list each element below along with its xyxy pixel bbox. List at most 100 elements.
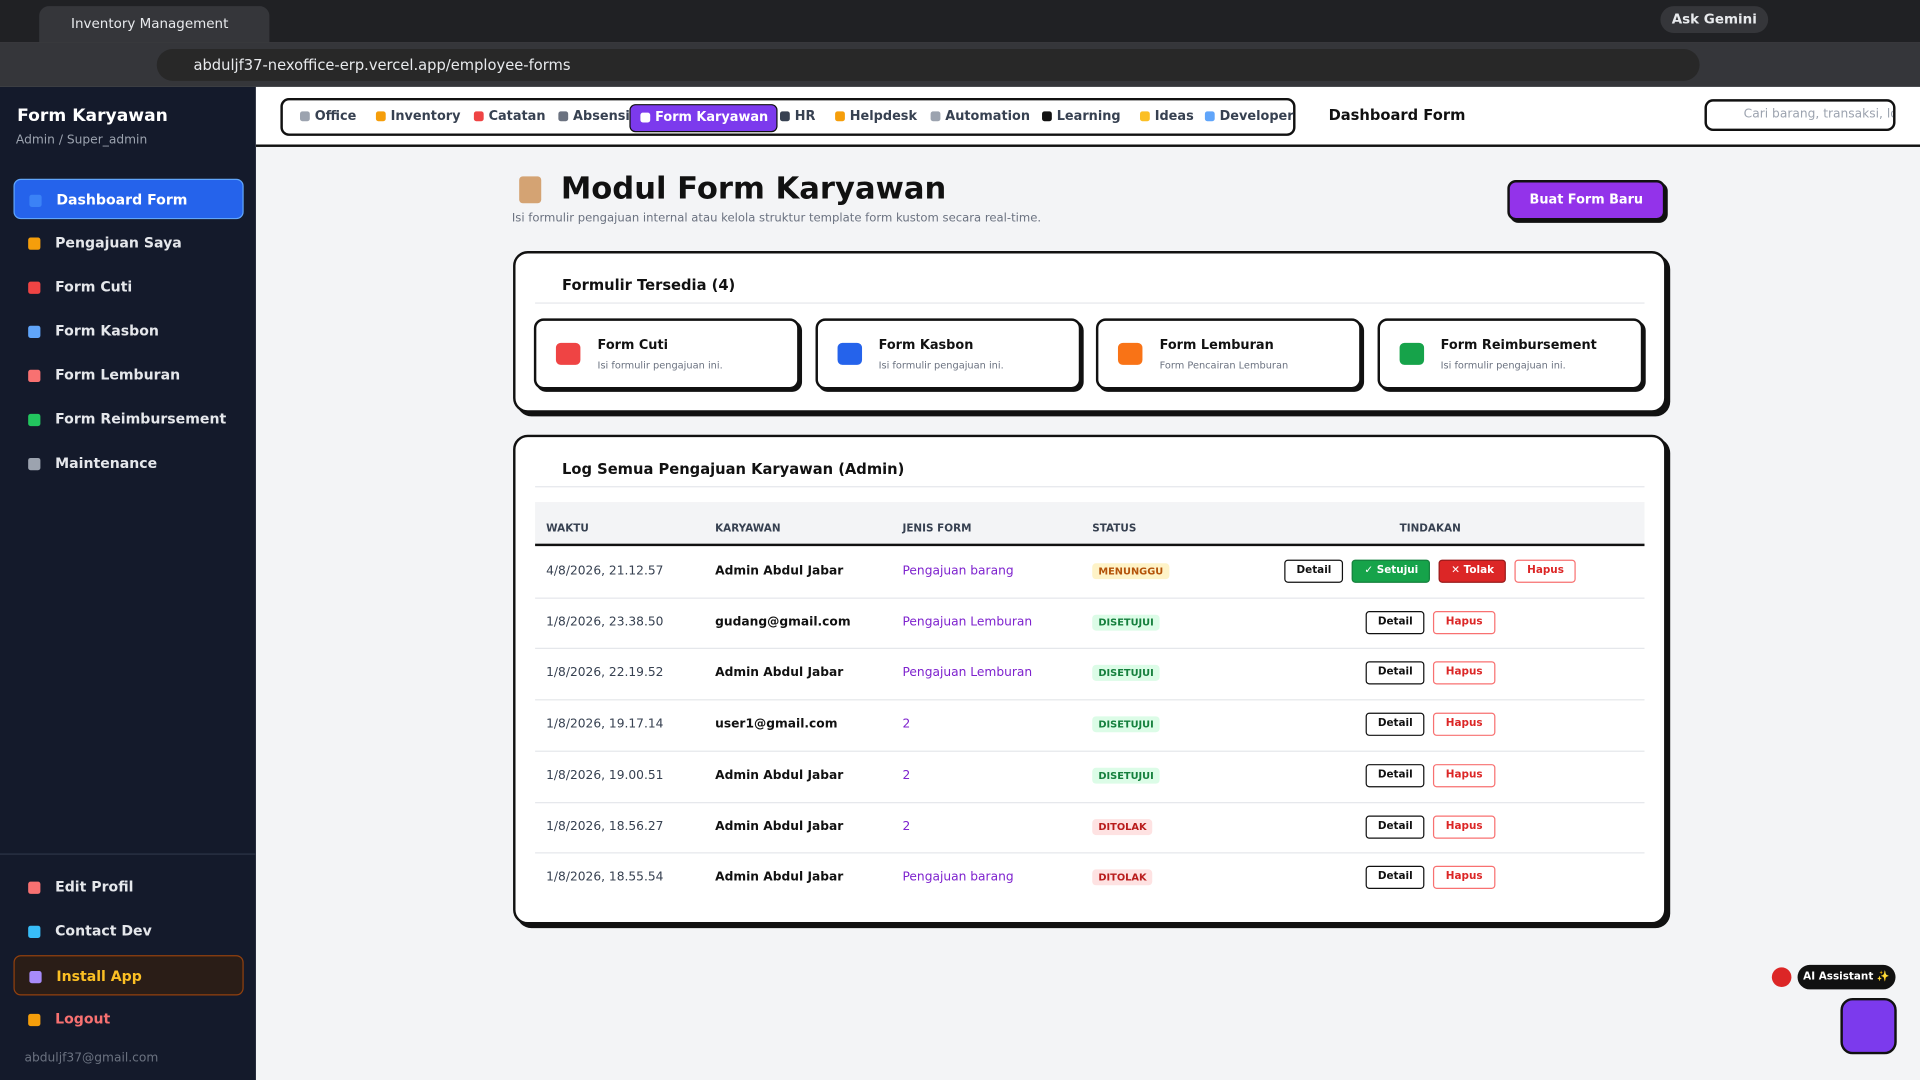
form-card[interactable]: Form Cuti Isi formulir pengajuan ini. bbox=[533, 318, 800, 390]
sidebar-item[interactable]: Pengajuan Saya bbox=[13, 223, 243, 263]
user-email: abduljf37@gmail.com bbox=[24, 1051, 159, 1066]
nav-tab[interactable]: Ideas bbox=[1130, 104, 1202, 130]
action-button[interactable]: Hapus bbox=[1433, 865, 1495, 890]
browser-tab[interactable]: Inventory Management bbox=[39, 6, 270, 43]
form-desc: Isi formulir pengajuan ini. bbox=[878, 360, 1004, 372]
sidebar-bottom-item[interactable]: Edit Profil bbox=[13, 867, 243, 907]
sidebar-item[interactable]: Form Cuti bbox=[13, 267, 243, 307]
action-button[interactable]: Hapus bbox=[1514, 559, 1577, 583]
top-nav: Office Inventory Catatan Absensi Form Karyaw… bbox=[255, 86, 1920, 147]
icon bbox=[930, 111, 941, 122]
cell-form: Pengajuan Lemburan bbox=[902, 615, 1033, 630]
icon bbox=[780, 111, 790, 122]
column-header: STATUS bbox=[1092, 522, 1137, 536]
close-assistant[interactable] bbox=[1771, 967, 1792, 987]
sidebar-bottom-item[interactable]: Logout bbox=[13, 999, 243, 1039]
action-button[interactable]: Detail bbox=[1284, 559, 1344, 583]
icon bbox=[28, 457, 41, 471]
action-button[interactable]: Detail bbox=[1365, 763, 1425, 788]
assistant-button[interactable] bbox=[1840, 997, 1897, 1055]
new-form-button[interactable]: Buat Form Baru bbox=[1507, 180, 1666, 221]
icon bbox=[375, 111, 386, 122]
action-button[interactable]: Detail bbox=[1365, 814, 1425, 839]
gemini-button[interactable]: Ask Gemini bbox=[1660, 6, 1769, 34]
column-header: KARYAWAN bbox=[715, 522, 781, 536]
icon bbox=[835, 111, 845, 122]
icon bbox=[28, 369, 41, 383]
sidebar-item[interactable]: Form Kasbon bbox=[13, 311, 243, 351]
form-card[interactable]: Form Kasbon Isi formulir pengajuan ini. bbox=[814, 318, 1081, 390]
cell-form: Pengajuan barang bbox=[902, 564, 1014, 578]
form-desc: Isi formulir pengajuan ini. bbox=[1440, 360, 1566, 372]
cell-form: 2 bbox=[902, 768, 911, 783]
icon bbox=[28, 413, 41, 427]
actions: Detail Hapus bbox=[1365, 610, 1495, 634]
url-bar[interactable]: abduljf37-nexoffice-erp.vercel.app/emplo… bbox=[156, 48, 1700, 81]
action-button[interactable]: Detail bbox=[1365, 610, 1425, 634]
icon bbox=[1204, 111, 1215, 122]
nav-tab[interactable]: Absensi bbox=[549, 104, 639, 130]
assistant-label[interactable]: AI Assistant ✨ bbox=[1797, 964, 1896, 990]
current-page: Dashboard Form bbox=[1328, 106, 1466, 124]
sidebar-bottom-item[interactable]: Contact Dev bbox=[13, 911, 243, 951]
sidebar-item[interactable]: Maintenance bbox=[13, 443, 243, 483]
form-card[interactable]: Form Reimbursement Isi formulir pengajuan… bbox=[1376, 318, 1643, 390]
action-button[interactable]: Hapus bbox=[1433, 763, 1495, 788]
page-title: Modul Form Karyawan bbox=[560, 170, 947, 206]
form-card[interactable]: Form Lemburan Form Pencairan Lemburan bbox=[1095, 318, 1362, 390]
action-button[interactable]: ✕ Tolak bbox=[1439, 559, 1507, 583]
action-button[interactable]: Hapus bbox=[1433, 661, 1495, 685]
column-header: TINDAKAN bbox=[1399, 522, 1461, 536]
icon bbox=[640, 112, 651, 123]
nav-tab[interactable]: HR bbox=[770, 104, 824, 130]
form-name: Form Reimbursement bbox=[1440, 337, 1597, 353]
sidebar-item[interactable]: Dashboard Form bbox=[13, 178, 244, 220]
nav-tab[interactable]: Form Karyawan bbox=[629, 104, 778, 133]
form-name: Form Cuti bbox=[597, 337, 669, 353]
cell-employee: Admin Abdul Jabar bbox=[715, 666, 844, 681]
nav-tab[interactable]: Automation bbox=[921, 104, 1039, 130]
search-box[interactable]: Cari barang, transaksi, lo bbox=[1704, 99, 1896, 132]
row-divider bbox=[535, 699, 1645, 701]
actions: Detail Hapus bbox=[1365, 814, 1495, 839]
form-icon bbox=[555, 342, 581, 365]
action-button[interactable]: Hapus bbox=[1433, 610, 1495, 634]
cell-form: 2 bbox=[902, 717, 911, 732]
cell-employee: Admin Abdul Jabar bbox=[715, 768, 844, 783]
nav-tab[interactable]: Helpdesk bbox=[825, 104, 925, 130]
sidebar-item[interactable]: Form Lemburan bbox=[13, 355, 243, 395]
cell-time: 4/8/2026, 21.12.57 bbox=[546, 564, 664, 578]
nav-group: Office Inventory Catatan Absensi Form Karyaw… bbox=[280, 97, 1296, 136]
action-button[interactable]: Hapus bbox=[1433, 712, 1495, 737]
cell-time: 1/8/2026, 19.17.14 bbox=[546, 717, 664, 732]
actions: Detail Hapus bbox=[1365, 763, 1495, 788]
status-badge: DISETUJUI bbox=[1092, 614, 1160, 631]
cell-time: 1/8/2026, 22.19.52 bbox=[546, 666, 664, 681]
action-button[interactable]: Detail bbox=[1365, 712, 1425, 737]
nav-tab[interactable]: Developer bbox=[1195, 104, 1302, 130]
action-button[interactable]: Hapus bbox=[1433, 814, 1495, 839]
sidebar-bottom-item[interactable]: Install App bbox=[13, 955, 244, 996]
sidebar-subtitle: Admin / Super_admin bbox=[15, 133, 148, 147]
nav-tab[interactable]: Catatan bbox=[464, 104, 554, 130]
action-button[interactable]: Detail bbox=[1365, 661, 1425, 685]
action-button[interactable]: ✓ Setujui bbox=[1352, 559, 1431, 583]
cell-employee: Admin Abdul Jabar bbox=[715, 564, 844, 578]
cell-employee: Admin Abdul Jabar bbox=[715, 819, 844, 834]
forms-card: Formulir Tersedia (4) Form Cuti Isi formu… bbox=[513, 251, 1667, 413]
icon bbox=[28, 925, 41, 938]
icon bbox=[1042, 111, 1052, 122]
cell-time: 1/8/2026, 23.38.50 bbox=[546, 615, 664, 630]
row-divider bbox=[535, 852, 1645, 854]
status-badge: DISETUJUI bbox=[1092, 767, 1160, 784]
nav-tab[interactable]: Inventory bbox=[366, 104, 469, 130]
action-button[interactable]: Detail bbox=[1365, 865, 1425, 890]
nav-tab[interactable]: Office bbox=[290, 104, 365, 130]
actions: Detail Hapus bbox=[1365, 865, 1495, 890]
divider bbox=[535, 486, 1645, 488]
sidebar-item[interactable]: Form Reimbursement bbox=[13, 399, 243, 439]
nav-tab[interactable]: Learning bbox=[1032, 104, 1129, 130]
cell-form: Pengajuan Lemburan bbox=[902, 666, 1033, 681]
